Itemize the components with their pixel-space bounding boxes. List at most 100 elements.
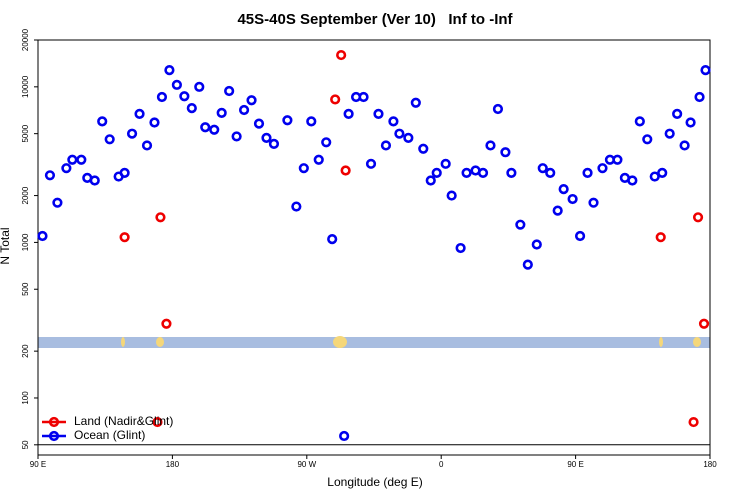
point <box>537 163 548 174</box>
point <box>500 147 511 158</box>
point <box>461 167 472 178</box>
point <box>567 193 578 205</box>
point <box>141 140 153 151</box>
point <box>52 197 63 208</box>
point <box>627 175 638 186</box>
point <box>679 140 690 151</box>
point <box>694 91 705 103</box>
point <box>224 85 235 97</box>
point <box>410 97 421 108</box>
point <box>582 167 593 178</box>
point <box>340 165 351 176</box>
point <box>492 103 504 115</box>
legend-label: Land (Nadir&Glint) <box>74 414 173 428</box>
point <box>44 170 56 181</box>
point <box>339 430 350 442</box>
point <box>685 117 696 128</box>
point <box>522 259 533 270</box>
point <box>231 131 242 142</box>
point <box>403 132 414 143</box>
point <box>700 65 711 76</box>
point <box>126 128 138 139</box>
point <box>612 154 623 165</box>
point <box>545 167 556 178</box>
point <box>200 122 211 133</box>
point <box>588 197 599 208</box>
point <box>161 318 172 329</box>
point <box>238 104 250 116</box>
point <box>61 163 72 174</box>
y-tick-label: 5000 <box>21 124 30 142</box>
point <box>649 171 660 182</box>
point <box>642 134 653 145</box>
point <box>440 158 451 169</box>
point <box>149 117 160 128</box>
y-tick-label: 20000 <box>21 28 30 51</box>
point <box>194 81 205 92</box>
point <box>418 143 429 154</box>
point <box>515 219 526 230</box>
point <box>164 65 175 76</box>
x-tick-label: 90 E <box>567 460 583 469</box>
point <box>155 212 166 223</box>
point <box>97 116 108 127</box>
point <box>253 118 265 129</box>
chart-title: 45S-40S September (Ver 10) Inf to -Inf <box>237 11 513 28</box>
point <box>698 318 710 329</box>
point <box>365 158 377 169</box>
point <box>552 205 563 216</box>
x-tick-label: 0 <box>439 460 444 469</box>
point <box>330 94 341 105</box>
point <box>313 154 324 165</box>
point <box>692 212 704 223</box>
point <box>657 167 668 178</box>
point <box>358 91 369 103</box>
point <box>298 163 309 174</box>
point <box>37 230 48 242</box>
y-axis-label: N Total <box>0 227 12 264</box>
x-tick-label: 90 W <box>297 460 316 469</box>
map-strip <box>38 336 710 348</box>
point <box>634 116 645 127</box>
legend-marker <box>48 416 60 428</box>
point <box>179 91 190 102</box>
point <box>134 108 145 119</box>
point <box>327 234 338 245</box>
plot-frame <box>37 39 711 456</box>
point <box>321 137 332 148</box>
point <box>119 167 130 178</box>
point <box>186 102 197 114</box>
point <box>688 416 699 428</box>
point <box>282 115 293 126</box>
point <box>119 232 130 243</box>
legend-marker <box>48 430 60 442</box>
point <box>373 108 384 119</box>
y-tick-label: 50 <box>21 440 30 449</box>
point <box>672 108 683 119</box>
point <box>574 230 586 242</box>
x-tick-label: 180 <box>166 460 180 469</box>
point <box>388 116 399 127</box>
point <box>425 175 436 186</box>
point <box>446 190 457 201</box>
y-tick-label: 200 <box>21 344 30 358</box>
point <box>291 201 302 212</box>
point <box>246 95 257 106</box>
point <box>104 134 115 145</box>
point <box>67 154 78 165</box>
y-tick-label: 2000 <box>21 186 30 204</box>
point <box>485 140 496 151</box>
point <box>343 108 354 119</box>
point <box>455 242 466 254</box>
legend-label: Ocean (Glint) <box>74 428 145 442</box>
point <box>268 138 280 149</box>
point <box>394 128 405 139</box>
point <box>76 154 87 165</box>
point <box>216 107 227 118</box>
y-tick-label: 500 <box>21 282 30 296</box>
point <box>152 416 163 428</box>
x-axis-label: Longitude (deg E) <box>327 475 422 489</box>
point <box>506 167 517 178</box>
point <box>558 184 569 195</box>
